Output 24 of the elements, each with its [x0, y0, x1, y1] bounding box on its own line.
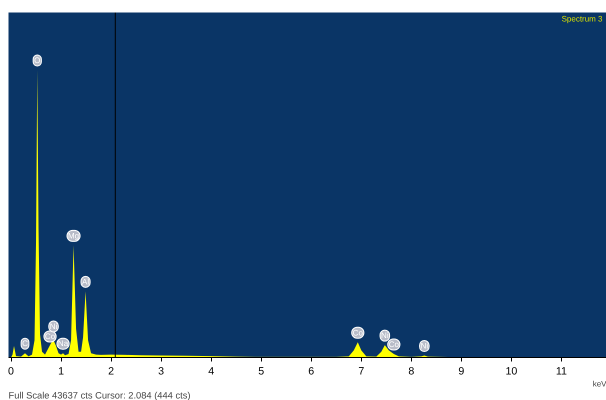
x-tick-label: 10	[505, 366, 518, 378]
x-tick-label: 6	[308, 366, 314, 378]
annotation: Co	[388, 340, 400, 350]
x-tick-label: 11	[556, 366, 568, 378]
x-tick-label: 2	[108, 366, 114, 378]
x-tick-label: 8	[408, 366, 414, 378]
annotation: Ni	[381, 331, 389, 340]
x-tick-label: 3	[158, 366, 164, 378]
annotation: Na	[58, 339, 69, 348]
annotation: O	[34, 56, 40, 65]
x-tick-label: 1	[58, 366, 64, 378]
annotation: Co	[352, 328, 364, 338]
x-tick-label: 7	[358, 366, 364, 378]
x-tick-label: 0	[8, 366, 14, 378]
annotation: Ni	[420, 341, 428, 350]
annotation: Mg	[68, 231, 80, 240]
annotation: C	[22, 339, 28, 348]
x-tick-label: 5	[258, 366, 264, 378]
chart-title: Spectrum 3	[562, 14, 604, 24]
annotation: Ni	[50, 322, 58, 331]
x-tick-label: 9	[458, 366, 464, 378]
annotation: Co	[44, 332, 56, 341]
x-tick-label: 4	[208, 366, 214, 378]
annotation: Al	[82, 277, 90, 286]
